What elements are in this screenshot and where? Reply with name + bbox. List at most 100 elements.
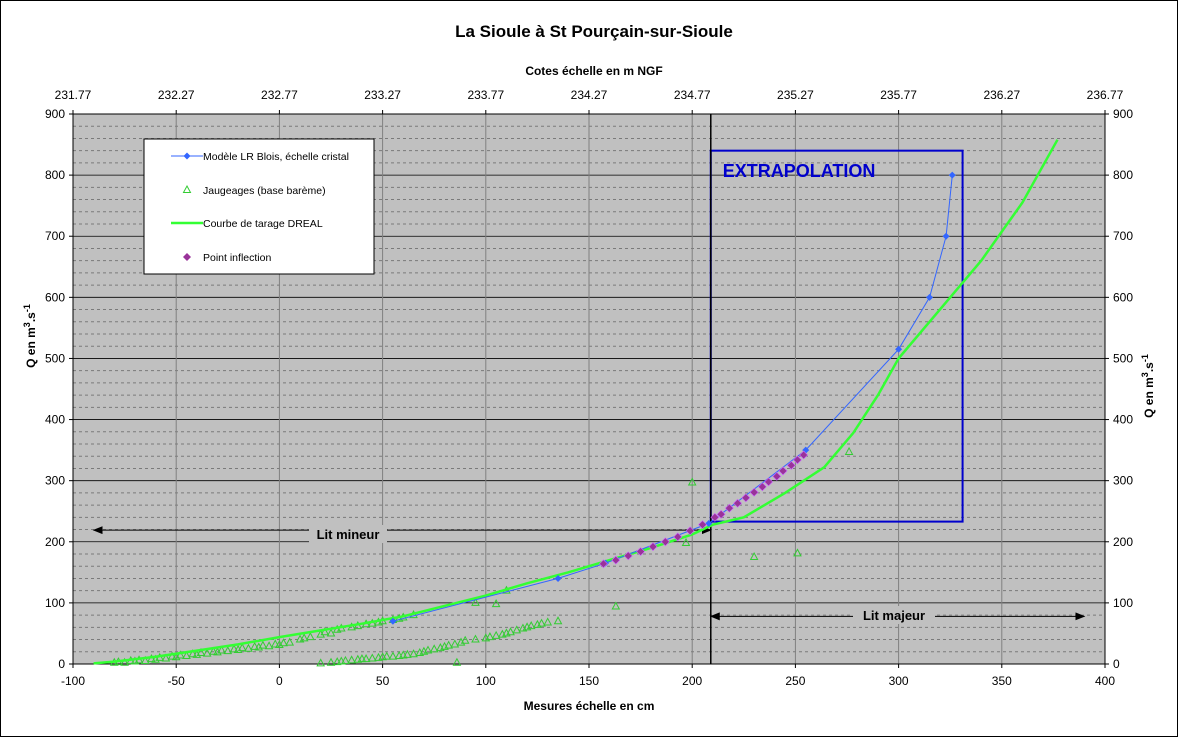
model-point [895, 345, 903, 353]
jaugeage-point [182, 651, 191, 660]
y2-tick-label: 500 [1113, 351, 1133, 365]
jaugeage-point [223, 646, 233, 655]
jaugeage-point [388, 651, 398, 660]
y2-tick-label: 400 [1113, 413, 1133, 427]
x2-tick-label: 232.27 [158, 88, 195, 102]
y2-tick-label: 300 [1113, 474, 1133, 488]
legend-swatch-marker [182, 184, 192, 193]
extrapolation-label: EXTRAPOLATION [723, 161, 876, 181]
inflection-point [611, 555, 621, 565]
x-tick-label: 150 [579, 674, 599, 688]
jaugeage-point [326, 657, 336, 666]
y-tick-label: 400 [45, 413, 65, 427]
model-point [389, 617, 397, 625]
jaugeage-point [526, 621, 536, 630]
jaugeage-point [537, 618, 546, 627]
y2-tick-label: 100 [1113, 596, 1133, 610]
model-point [926, 293, 934, 301]
model-point [948, 171, 956, 179]
inflection-point [599, 559, 608, 569]
inflection-point [749, 487, 759, 497]
jaugeage-point [361, 654, 371, 663]
jaugeage-point [196, 647, 206, 656]
model-point [705, 519, 713, 527]
inflection-point [786, 460, 796, 470]
legend-box [143, 138, 375, 275]
x-tick-label: 0 [276, 674, 283, 688]
jaugeage-point [611, 601, 621, 610]
y2-tick-label: 700 [1113, 229, 1133, 243]
inflection-point [698, 520, 707, 530]
model-point [554, 574, 562, 582]
jaugeage-point [491, 599, 501, 608]
jaugeage-point [485, 632, 495, 641]
y2-axis-title: Q en m3.s-1 [1140, 354, 1156, 418]
jaugeage-point [793, 548, 802, 557]
jaugeage-point [452, 657, 462, 666]
inflection-point [799, 450, 809, 460]
jaugeage-point [120, 657, 129, 666]
x2-tick-label: 235.77 [880, 88, 917, 102]
inflection-point [772, 471, 782, 481]
jaugeage-point [429, 644, 439, 653]
y-tick-label: 300 [45, 474, 65, 488]
y2-tick-label: 800 [1113, 168, 1133, 182]
x-tick-label: 100 [476, 674, 496, 688]
x-tick-label: 400 [1095, 674, 1115, 688]
lit-mineur-label-bg [309, 525, 387, 543]
x-tick-label: -100 [61, 674, 85, 688]
inflection-point [716, 509, 726, 519]
chart-title: La Sioule à St Pourçain-sur-Sioule [455, 22, 733, 41]
x-tick-label: 50 [376, 674, 390, 688]
x2-tick-label: 233.27 [364, 88, 401, 102]
rating-curve-line [93, 139, 1059, 665]
jaugeage-point [512, 625, 522, 634]
y-axis-title: Q en m3.s-1 [22, 304, 38, 368]
x2-tick-label: 233.77 [467, 88, 504, 102]
x-tick-label: 200 [682, 674, 702, 688]
jaugeage-point [270, 639, 280, 648]
y-tick-label: 100 [45, 596, 65, 610]
legend-label: Modèle LR Blois, échelle cristal [203, 151, 349, 163]
jaugeage-point [258, 640, 268, 649]
legend-label: Jaugeages (base barème) [203, 185, 326, 197]
x-tick-label: -50 [168, 674, 186, 688]
jaugeage-point [316, 629, 326, 638]
inflection-point [710, 512, 720, 522]
inflection-point [757, 482, 767, 492]
x-axis-title: Mesures échelle en cm [524, 699, 655, 713]
inflection-point [741, 493, 751, 503]
jaugeage-point [471, 634, 480, 643]
x2-tick-label: 231.77 [55, 88, 92, 102]
jaugeage-point [553, 616, 563, 625]
legend-swatch-marker [183, 152, 191, 160]
jaugeage-point [367, 653, 377, 662]
inflection-point [764, 477, 773, 487]
jaugeage-point [749, 552, 759, 561]
y-tick-label: 900 [45, 107, 65, 121]
inflection-point [673, 532, 683, 542]
jaugeage-point [844, 446, 854, 455]
legend-swatch-marker [183, 253, 191, 261]
jaugeage-point [450, 639, 460, 648]
x2-tick-label: 234.77 [674, 88, 711, 102]
jaugeage-point [409, 649, 418, 658]
y-tick-label: 700 [45, 229, 65, 243]
jaugeage-point [326, 628, 336, 637]
jaugeage-point [687, 477, 697, 486]
y2-tick-label: 0 [1113, 657, 1120, 671]
x2-tick-label: 234.27 [571, 88, 608, 102]
x2-tick-label: 235.27 [777, 88, 814, 102]
inflection-point [685, 526, 695, 536]
jaugeage-point [423, 645, 433, 654]
x-tick-label: 300 [889, 674, 909, 688]
jaugeage-point [244, 643, 253, 652]
jaugeage-point [316, 658, 326, 667]
model-point [942, 232, 950, 240]
legend-label: Point inflection [203, 252, 271, 264]
jaugeage-point [681, 537, 691, 546]
y2-tick-label: 900 [1113, 107, 1133, 121]
jaugeage-point [491, 630, 501, 639]
jaugeage-point [250, 641, 259, 650]
